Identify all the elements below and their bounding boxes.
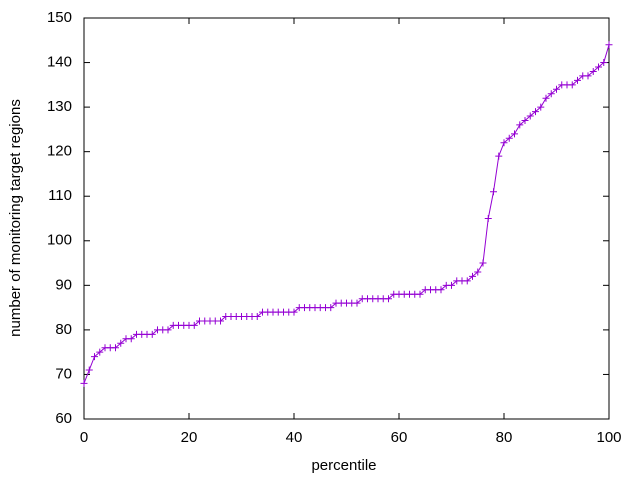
y-tick-label: 80: [55, 321, 72, 338]
x-tick-label: 20: [181, 429, 198, 446]
x-tick-label: 0: [80, 429, 88, 446]
data-point: [553, 85, 560, 93]
data-point: [574, 76, 581, 84]
data-point: [327, 304, 335, 312]
data-point: [253, 313, 261, 321]
data-point: [385, 295, 392, 303]
data-point: [148, 330, 156, 338]
data-point: [217, 317, 224, 325]
data-point: [516, 121, 524, 129]
x-tick-label: 100: [596, 429, 621, 446]
data-point: [532, 108, 539, 116]
y-tick-label: 60: [55, 410, 72, 427]
data-point: [290, 308, 298, 316]
data-point: [511, 130, 518, 138]
data-point: [526, 112, 534, 120]
y-tick-label: 130: [47, 98, 72, 115]
data-point: [537, 103, 545, 111]
y-tick-label: 150: [47, 9, 72, 26]
data-point: [505, 134, 513, 142]
data-point: [605, 41, 613, 49]
data-point: [479, 259, 487, 267]
data-point: [416, 290, 424, 298]
data-point: [448, 281, 455, 289]
data-point: [190, 321, 198, 329]
x-axis-label: percentile: [311, 457, 376, 474]
data-point: [117, 339, 125, 347]
data-point: [589, 67, 597, 75]
data-point: [521, 116, 529, 124]
data-point: [542, 94, 550, 102]
y-tick-label: 100: [47, 232, 72, 249]
x-tick-label: 60: [391, 429, 408, 446]
data-point: [127, 335, 135, 343]
data-point: [91, 353, 98, 361]
data-point: [484, 215, 492, 222]
data-point: [164, 326, 172, 334]
data-point: [547, 90, 555, 98]
y-tick-label: 110: [48, 187, 72, 204]
data-point: [437, 286, 445, 294]
data-point: [474, 268, 482, 276]
data-point: [568, 81, 576, 89]
y-tick-label: 120: [47, 143, 72, 160]
y-tick-label: 140: [47, 54, 72, 71]
data-point: [85, 366, 93, 374]
data-point: [80, 379, 88, 387]
y-axis-label: number of monitoring target regions: [7, 99, 24, 337]
data-point: [584, 72, 592, 80]
y-tick-label: 90: [55, 276, 72, 293]
plot-border: [83, 17, 610, 420]
data-point: [463, 277, 471, 285]
x-tick-label: 80: [496, 429, 513, 446]
data-point: [595, 63, 602, 71]
data-point: [600, 59, 608, 67]
data-point: [353, 299, 361, 307]
data-point: [469, 272, 476, 280]
data-point: [495, 152, 503, 160]
data-point: [490, 188, 497, 196]
data-point: [96, 348, 104, 356]
y-tick-label: 70: [55, 365, 72, 382]
x-tick-label: 40: [286, 429, 303, 446]
data-point: [112, 344, 119, 352]
data-point: [500, 139, 508, 147]
